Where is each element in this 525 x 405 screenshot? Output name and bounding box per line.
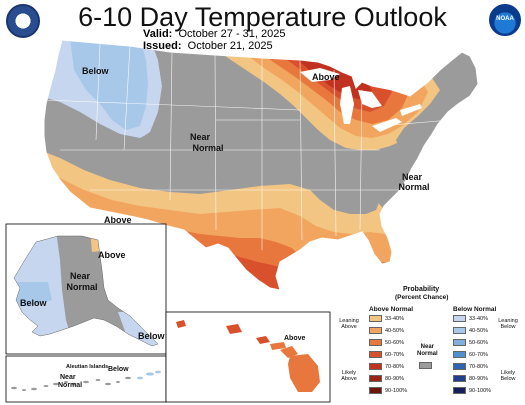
commerce-seal-icon xyxy=(6,4,40,38)
label-aleutian-below: Below xyxy=(108,366,129,373)
likely-below-label: Likely Below xyxy=(500,370,516,382)
above-swatch-label-2: 50-60% xyxy=(385,340,404,346)
noaa-logo-icon: NOAA xyxy=(489,4,521,36)
label-aleutian-near-2: Normal xyxy=(58,382,82,389)
label-above-southwest: Above xyxy=(104,215,132,225)
label-alaska-below-west: Below xyxy=(20,298,48,308)
below-swatch-2 xyxy=(453,339,466,346)
below-swatch-3 xyxy=(453,351,466,358)
above-swatch-label-3: 60-70% xyxy=(385,352,404,358)
below-swatch-label-6: 90-100% xyxy=(469,388,492,394)
above-swatch-0 xyxy=(369,315,382,322)
above-swatch-5 xyxy=(369,375,382,382)
valid-dates: October 27 - 31, 2025 xyxy=(178,28,286,40)
legend-subtitle: (Percent Chance) xyxy=(395,294,449,301)
label-near-normal-east-2: Normal xyxy=(398,182,429,192)
label-alaska-below-southeast: Below xyxy=(138,331,166,341)
below-swatch-label-1: 40-50% xyxy=(469,328,488,334)
label-near-normal-east-1: Near xyxy=(402,172,423,182)
likely-above-label: Likely Above xyxy=(341,370,357,382)
label-near-normal-central-2: Normal xyxy=(192,143,223,153)
leaning-below-label: Leaning Below xyxy=(498,318,518,330)
below-swatch-label-2: 50-60% xyxy=(469,340,488,346)
legend-above-head: Above Normal xyxy=(369,306,414,313)
above-swatch-2 xyxy=(369,339,382,346)
issued-line: Issued: October 21, 2025 xyxy=(143,40,273,52)
below-swatch-label-4: 70-80% xyxy=(469,364,488,370)
above-swatch-label-4: 70-80% xyxy=(385,364,404,370)
issued-date: October 21, 2025 xyxy=(187,40,273,52)
below-swatch-5 xyxy=(453,375,466,382)
label-aleutian-near-1: Near xyxy=(60,374,76,381)
below-swatch-1 xyxy=(453,327,466,334)
issued-label: Issued: xyxy=(143,40,182,52)
below-swatch-0 xyxy=(453,315,466,322)
label-near-normal-central-1: Near xyxy=(190,132,211,142)
label-below-northwest: Below xyxy=(82,66,110,76)
label-aleutian-islands: Aleutian Islands xyxy=(66,364,108,370)
legend: Probability (Percent Chance) Above Norma… xyxy=(335,286,523,404)
valid-label: Valid: xyxy=(143,28,173,40)
below-swatch-4 xyxy=(453,363,466,370)
below-swatch-label-3: 60-70% xyxy=(469,352,488,358)
noaa-logo-text: NOAA xyxy=(496,16,514,22)
below-swatch-label-0: 33-40% xyxy=(469,316,488,322)
label-alaska-above: Above xyxy=(98,250,126,260)
label-alaska-near-normal-2: Normal xyxy=(66,282,97,292)
above-swatch-label-5: 80-90% xyxy=(385,376,404,382)
leaning-above-label: Leaning Above xyxy=(339,318,359,330)
below-swatch-label-5: 80-90% xyxy=(469,376,488,382)
above-swatch-3 xyxy=(369,351,382,358)
legend-below-head: Below Normal xyxy=(453,306,497,313)
above-swatch-label-6: 90-100% xyxy=(385,388,408,394)
label-hawaii-above: Above xyxy=(284,335,306,342)
valid-line: Valid: October 27 - 31, 2025 xyxy=(143,28,285,40)
above-swatch-6 xyxy=(369,387,382,394)
legend-title: Probability xyxy=(403,286,440,293)
label-alaska-near-normal-1: Near xyxy=(70,271,91,281)
legend-near-head: Near Normal xyxy=(417,344,438,357)
below-swatch-6 xyxy=(453,387,466,394)
swatch-near-normal xyxy=(419,362,432,369)
above-swatch-4 xyxy=(369,363,382,370)
page-title: 6-10 Day Temperature Outlook xyxy=(78,2,447,32)
above-swatch-label-1: 40-50% xyxy=(385,328,404,334)
label-above-great-lakes: Above xyxy=(312,72,340,82)
above-swatch-label-0: 33-40% xyxy=(385,316,404,322)
above-swatch-1 xyxy=(369,327,382,334)
